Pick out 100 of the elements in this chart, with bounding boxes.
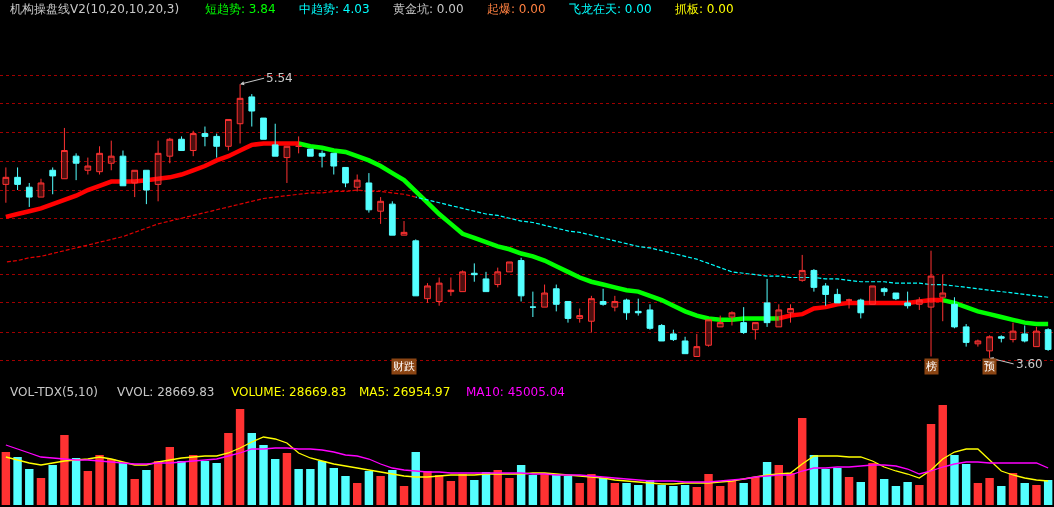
- text: 黄金坑: 0.00: [393, 2, 464, 16]
- annotation: 3.60: [1016, 357, 1043, 371]
- candlestick: [189, 130, 197, 157]
- candlestick: [681, 336, 689, 355]
- candlestick: [178, 135, 185, 152]
- candlestick: [658, 323, 666, 342]
- candlestick: [248, 93, 256, 128]
- chart-title: VOL-TDX(5,10): [10, 385, 99, 399]
- bar: [798, 418, 807, 505]
- candlestick: [904, 291, 911, 310]
- bar: [13, 457, 22, 505]
- candlestick: [962, 323, 970, 348]
- candlestick: [342, 166, 349, 188]
- bar: [704, 474, 713, 505]
- bar: [352, 483, 362, 505]
- candlestick: [634, 298, 642, 317]
- candlestick: [353, 174, 361, 192]
- bar: [306, 469, 315, 505]
- candlestick: [939, 274, 947, 322]
- bar: [540, 473, 549, 505]
- text: 预: [984, 360, 995, 373]
- bar: [294, 469, 303, 505]
- bar: [727, 481, 737, 505]
- bar: [282, 453, 292, 505]
- bar: [83, 471, 93, 505]
- bar: [1032, 485, 1041, 505]
- candlestick: [611, 295, 619, 312]
- candlestick: [951, 296, 958, 329]
- bar: [926, 424, 936, 505]
- candlestick: [716, 315, 724, 328]
- candlestick: [506, 261, 513, 273]
- candlestick: [119, 150, 127, 187]
- candlestick: [810, 268, 818, 293]
- text: 榜: [926, 360, 937, 373]
- bar: [505, 478, 514, 505]
- bar: [891, 486, 901, 505]
- candlestick: [1021, 324, 1029, 343]
- candlestick: [752, 322, 759, 341]
- bar: [60, 435, 69, 505]
- candlestick: [798, 254, 806, 283]
- bar: [1043, 480, 1053, 505]
- bar: [247, 433, 256, 505]
- candlestick: [763, 278, 771, 328]
- bar: [833, 468, 842, 505]
- bar: [552, 475, 561, 505]
- bar: [399, 486, 409, 505]
- candlestick: [588, 295, 595, 334]
- candlestick: [107, 140, 115, 171]
- bar: [118, 463, 128, 505]
- bar: [973, 483, 983, 505]
- candlestick: [740, 306, 748, 335]
- bar: [657, 485, 666, 505]
- candlestick: [377, 196, 384, 225]
- text: 中趋势: 4.03: [299, 2, 370, 16]
- bar: [376, 476, 385, 505]
- bar: [165, 447, 175, 505]
- bar: [587, 474, 596, 505]
- candlestick: [1009, 322, 1017, 343]
- candlestick: [623, 298, 630, 321]
- candlestick: [1044, 327, 1052, 352]
- bar: [177, 461, 186, 505]
- candlestick: [974, 339, 982, 348]
- candlestick: [447, 277, 455, 297]
- candlestick: [154, 140, 162, 202]
- candlestick: [494, 267, 502, 288]
- candlestick: [880, 286, 888, 297]
- bar: [446, 481, 456, 505]
- candlestick: [705, 319, 712, 348]
- candlestick: [365, 172, 373, 214]
- bar: [598, 478, 608, 505]
- bar: [329, 468, 338, 505]
- bar: [259, 445, 268, 505]
- text: 财跌: [393, 360, 415, 373]
- candlestick: [295, 135, 302, 154]
- bar: [200, 461, 210, 505]
- bar: [1, 452, 11, 505]
- candlestick: [693, 333, 701, 357]
- candlestick: [869, 285, 876, 305]
- candlestick: [260, 117, 267, 140]
- bar: [341, 476, 350, 505]
- bar: [563, 476, 573, 505]
- candlestick: [927, 250, 935, 357]
- candlestick: [72, 152, 80, 181]
- candlestick: [424, 282, 431, 304]
- bar: [271, 459, 280, 505]
- candlestick: [330, 152, 338, 176]
- candlestick: [271, 123, 279, 157]
- candlestick: [997, 334, 1005, 343]
- candlestick: [201, 126, 209, 147]
- candlestick: [318, 150, 326, 168]
- candlestick: [49, 166, 57, 195]
- candlestick: [833, 288, 841, 304]
- bar: [528, 475, 538, 505]
- candlestick: [25, 182, 33, 208]
- candlestick: [482, 271, 490, 293]
- candlestick: [37, 178, 45, 198]
- bar: [470, 480, 479, 505]
- candlestick: [728, 310, 736, 326]
- bar: [692, 487, 702, 505]
- bar: [716, 486, 725, 505]
